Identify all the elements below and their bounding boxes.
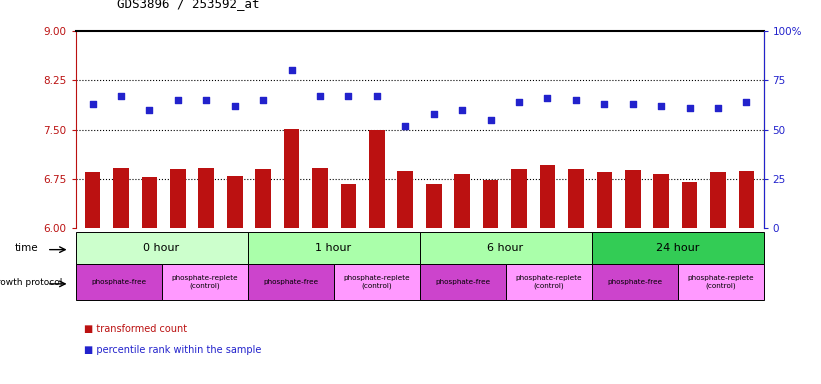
Point [626, 101, 640, 107]
Bar [170, 169, 186, 228]
Bar [597, 172, 612, 228]
Point [172, 97, 185, 103]
Point [712, 105, 725, 111]
Point [257, 97, 270, 103]
Bar [568, 169, 584, 228]
Bar [312, 168, 328, 228]
Bar [142, 177, 158, 228]
Bar [426, 184, 442, 228]
Bar [625, 170, 640, 228]
Bar [227, 176, 242, 228]
Bar [284, 129, 300, 228]
Bar [397, 171, 413, 228]
Point [143, 107, 156, 113]
Bar [85, 172, 100, 228]
Bar [341, 184, 356, 228]
Text: ■ percentile rank within the sample: ■ percentile rank within the sample [84, 345, 261, 355]
Bar [511, 169, 527, 228]
Text: phosphate-free: phosphate-free [607, 279, 662, 285]
Bar [483, 180, 498, 228]
Point [484, 117, 498, 123]
Point [314, 93, 327, 99]
Point [427, 111, 440, 117]
Text: GDS3896 / 253592_at: GDS3896 / 253592_at [117, 0, 259, 10]
Text: phosphate-replete
(control): phosphate-replete (control) [343, 275, 410, 289]
Bar [739, 171, 754, 228]
Bar [654, 174, 669, 228]
Bar [681, 182, 697, 228]
Text: time: time [15, 243, 39, 253]
Text: phosphate-replete
(control): phosphate-replete (control) [172, 275, 238, 289]
Text: phosphate-replete
(control): phosphate-replete (control) [687, 275, 754, 289]
Bar [199, 168, 214, 228]
Point [86, 101, 99, 107]
Text: ■ transformed count: ■ transformed count [84, 324, 187, 334]
Point [541, 95, 554, 101]
Point [740, 99, 753, 105]
Point [654, 103, 667, 109]
Bar [454, 174, 470, 228]
Point [370, 93, 383, 99]
Point [285, 67, 298, 73]
Point [114, 93, 127, 99]
Bar [113, 168, 129, 228]
Bar [710, 172, 726, 228]
Point [512, 99, 525, 105]
Bar [369, 130, 385, 228]
Point [342, 93, 355, 99]
Text: phosphate-free: phosphate-free [91, 279, 146, 285]
Point [456, 107, 469, 113]
Bar [255, 169, 271, 228]
Point [228, 103, 241, 109]
Text: 24 hour: 24 hour [656, 243, 699, 253]
Text: 6 hour: 6 hour [488, 243, 524, 253]
Text: growth protocol: growth protocol [0, 278, 62, 286]
Text: phosphate-free: phosphate-free [435, 279, 490, 285]
Text: phosphate-replete
(control): phosphate-replete (control) [516, 275, 582, 289]
Text: 1 hour: 1 hour [315, 243, 351, 253]
Point [399, 122, 412, 129]
Text: 0 hour: 0 hour [144, 243, 180, 253]
Point [598, 101, 611, 107]
Point [683, 105, 696, 111]
Point [200, 97, 213, 103]
Point [569, 97, 582, 103]
Bar [539, 165, 555, 228]
Text: phosphate-free: phosphate-free [263, 279, 318, 285]
